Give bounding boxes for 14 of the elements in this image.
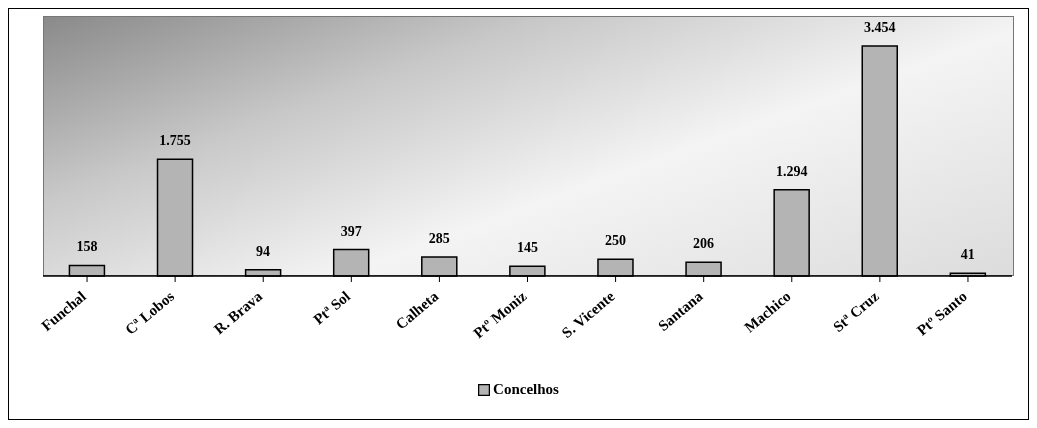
data-label: 94 xyxy=(256,243,271,259)
data-label: 3.454 xyxy=(864,20,896,35)
data-label: 397 xyxy=(340,223,362,239)
legend-label: Concelhos xyxy=(492,381,559,398)
data-label: 145 xyxy=(516,240,538,256)
data-label: 285 xyxy=(428,231,450,247)
data-label: 206 xyxy=(693,236,715,252)
x-tick-label: Ptª Sol xyxy=(310,288,354,328)
data-label: 41 xyxy=(960,247,975,263)
data-label: 250 xyxy=(604,233,626,249)
data-label: 1.294 xyxy=(775,163,808,179)
data-label: 1.755 xyxy=(159,133,191,149)
data-label: 158 xyxy=(76,239,98,255)
x-tick-label: Stª Cruz xyxy=(830,287,883,336)
